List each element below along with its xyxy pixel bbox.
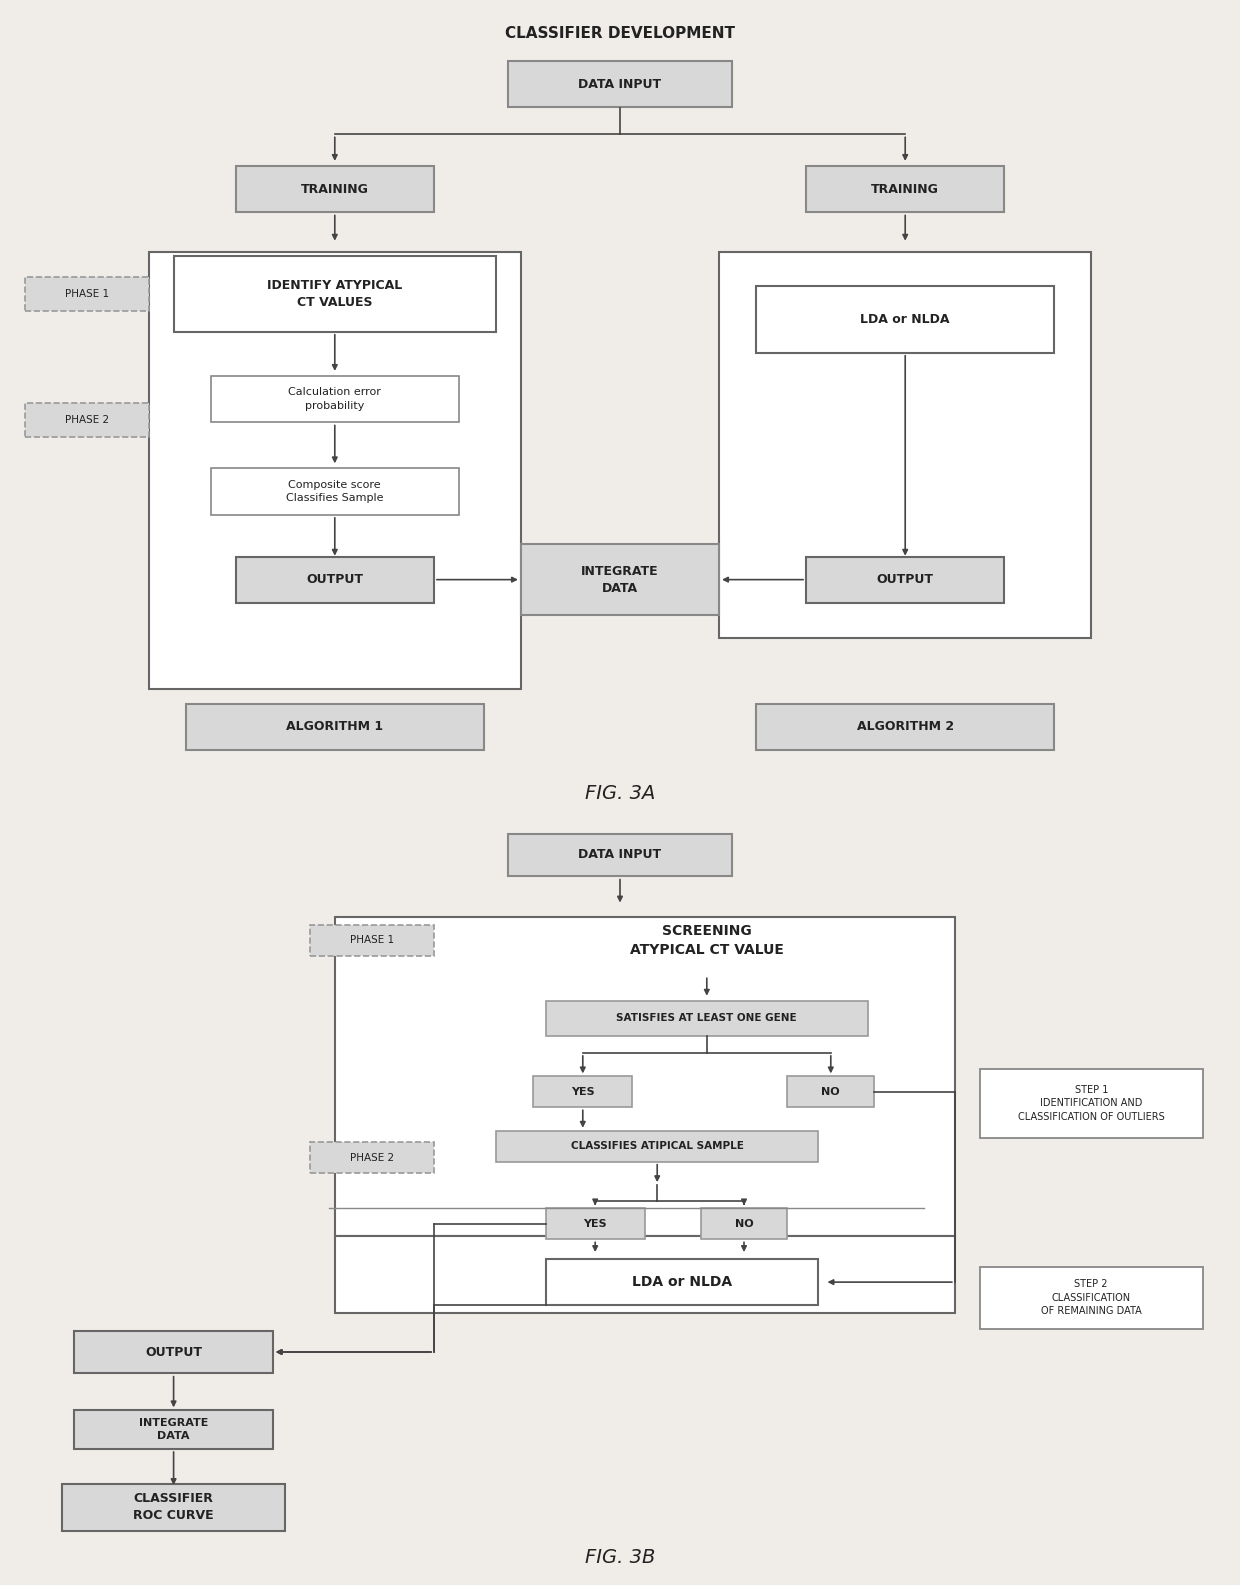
Text: LDA or NLDA: LDA or NLDA [632,1274,732,1289]
Text: PHASE 1: PHASE 1 [350,935,394,945]
FancyBboxPatch shape [806,556,1004,602]
Text: TRAINING: TRAINING [872,182,939,195]
Text: NO: NO [734,1219,754,1228]
Text: Calculation error
probability: Calculation error probability [289,387,381,411]
Text: YES: YES [570,1087,595,1097]
Text: DATA INPUT: DATA INPUT [578,848,662,862]
Text: FIG. 3B: FIG. 3B [585,1549,655,1568]
Text: INTEGRATE
DATA: INTEGRATE DATA [582,564,658,594]
Text: PHASE 2: PHASE 2 [64,415,109,425]
Text: OUTPUT: OUTPUT [306,574,363,586]
Text: INTEGRATE
DATA: INTEGRATE DATA [139,1419,208,1441]
Text: CLASSIFIES ATIPICAL SAMPLE: CLASSIFIES ATIPICAL SAMPLE [570,1141,744,1151]
FancyBboxPatch shape [335,1236,955,1312]
Text: YES: YES [583,1219,608,1228]
Text: NO: NO [821,1087,841,1097]
Text: PHASE 1: PHASE 1 [64,288,109,300]
FancyBboxPatch shape [508,834,732,877]
FancyBboxPatch shape [211,376,459,422]
FancyBboxPatch shape [310,924,434,956]
FancyBboxPatch shape [74,1411,273,1449]
Text: TRAINING: TRAINING [301,182,368,195]
Text: ALGORITHM 2: ALGORITHM 2 [857,720,954,734]
Text: PHASE 2: PHASE 2 [350,1152,394,1163]
Text: DATA INPUT: DATA INPUT [578,78,662,90]
FancyBboxPatch shape [546,1258,818,1306]
FancyBboxPatch shape [74,1331,273,1373]
FancyBboxPatch shape [546,1208,645,1239]
FancyBboxPatch shape [521,544,719,615]
FancyBboxPatch shape [496,1130,818,1162]
FancyBboxPatch shape [174,257,496,331]
Text: IDENTIFY ATYPICAL
CT VALUES: IDENTIFY ATYPICAL CT VALUES [267,279,403,309]
FancyBboxPatch shape [62,1484,285,1531]
FancyBboxPatch shape [701,1208,787,1239]
Text: CLASSIFIER DEVELOPMENT: CLASSIFIER DEVELOPMENT [505,25,735,41]
Text: SATISFIES AT LEAST ONE GENE: SATISFIES AT LEAST ONE GENE [616,1013,797,1022]
FancyBboxPatch shape [310,1143,434,1173]
FancyBboxPatch shape [508,60,732,108]
FancyBboxPatch shape [719,252,1091,639]
Text: OUTPUT: OUTPUT [145,1346,202,1358]
FancyBboxPatch shape [186,704,484,750]
Text: Composite score
Classifies Sample: Composite score Classifies Sample [286,480,383,502]
Text: SCREENING
ATYPICAL CT VALUE: SCREENING ATYPICAL CT VALUE [630,924,784,957]
FancyBboxPatch shape [25,277,149,311]
FancyBboxPatch shape [546,1000,868,1035]
FancyBboxPatch shape [149,252,521,689]
FancyBboxPatch shape [980,1266,1203,1328]
FancyBboxPatch shape [236,166,434,212]
FancyBboxPatch shape [533,1076,632,1108]
Text: OUTPUT: OUTPUT [877,574,934,586]
Text: CLASSIFIER
ROC CURVE: CLASSIFIER ROC CURVE [133,1493,215,1522]
FancyBboxPatch shape [756,285,1054,353]
Text: STEP 2
CLASSIFICATION
OF REMAINING DATA: STEP 2 CLASSIFICATION OF REMAINING DATA [1040,1279,1142,1316]
Text: FIG. 3A: FIG. 3A [585,785,655,804]
Text: ALGORITHM 1: ALGORITHM 1 [286,720,383,734]
FancyBboxPatch shape [335,918,955,1236]
FancyBboxPatch shape [756,704,1054,750]
FancyBboxPatch shape [25,403,149,437]
FancyBboxPatch shape [806,166,1004,212]
Text: STEP 1
IDENTIFICATION AND
CLASSIFICATION OF OUTLIERS: STEP 1 IDENTIFICATION AND CLASSIFICATION… [1018,1086,1164,1122]
FancyBboxPatch shape [787,1076,874,1108]
FancyBboxPatch shape [980,1068,1203,1138]
FancyBboxPatch shape [236,556,434,602]
Text: LDA or NLDA: LDA or NLDA [861,312,950,327]
FancyBboxPatch shape [211,468,459,515]
